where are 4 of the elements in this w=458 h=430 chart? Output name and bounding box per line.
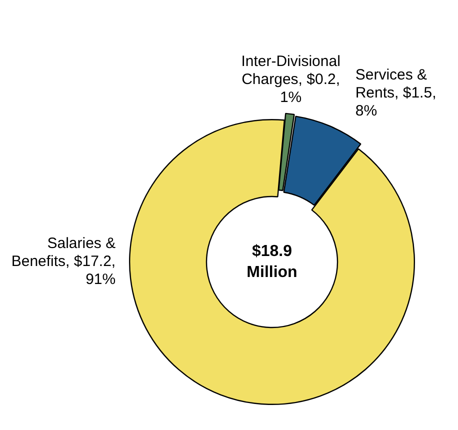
slice-label: Services & Rents, $1.5, 8% [355, 66, 436, 120]
slice-label: Salaries & Benefits, $17.2, 91% [11, 235, 116, 288]
text: $18.9 Million [246, 242, 298, 281]
slice-label: Inter-Divisional Charges, $0.2, 1% [241, 53, 340, 106]
